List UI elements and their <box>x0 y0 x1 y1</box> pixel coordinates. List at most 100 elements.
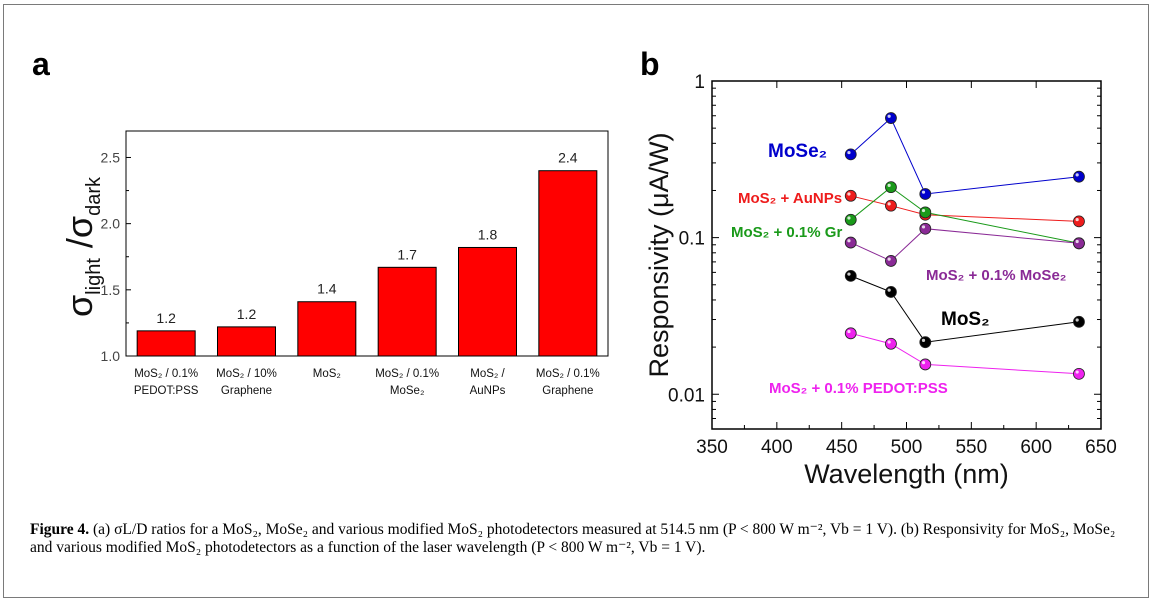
panel-b-xtick-label-5: 600 <box>1020 437 1052 458</box>
panel-b-point-highlight <box>847 192 851 196</box>
panel-b-point-highlight <box>1075 318 1079 322</box>
panel-b-point-1-3 <box>1073 215 1085 228</box>
panel-a-category-label-5: Graphene <box>542 385 593 397</box>
panel-a-bar-value-label-1: 1.2 <box>237 306 257 322</box>
panel-a-plot-frame <box>125 130 609 357</box>
panel-a-category-label-3: MoSe₂ <box>390 385 425 397</box>
panel-a-bar-chart: a 1.0 1.5 2.0 2.5 σlight /σdark 1.2 MoS₂ / 0.1%… <box>32 46 609 397</box>
panel-b-ytick-label-1: 0.1 <box>679 229 705 250</box>
panel-b-point-4-0 <box>844 269 857 282</box>
panel-a-bar-value-label-2: 1.4 <box>317 281 337 297</box>
panel-b-point-highlight <box>921 361 926 365</box>
panel-a-label: a <box>32 46 50 82</box>
panel-b-point-highlight <box>1075 370 1079 374</box>
panel-b-point-highlight <box>1075 239 1079 244</box>
panel-b-series-label-4: MoS₂ <box>941 309 990 330</box>
panel-a-bar-value-label-5: 2.4 <box>558 150 578 166</box>
panel-b-point-4-2 <box>919 336 932 349</box>
panel-b-point-highlight <box>847 329 851 334</box>
panel-b-xtick-label-2: 450 <box>826 437 858 458</box>
panel-a-bar-4 <box>458 246 517 357</box>
panel-b-series-label-0: MoSe₂ <box>768 141 827 162</box>
panel-a-ylabel: σlight /σdark <box>59 176 105 317</box>
panel-b-point-2-2 <box>919 206 932 219</box>
panel-a-category-label-2: MoS₂ <box>313 368 341 380</box>
panel-b-series-line-1 <box>850 195 1080 222</box>
panel-b-point-highlight <box>1075 217 1079 222</box>
panel-b-point-highlight <box>847 216 851 220</box>
panel-a-bar-3 <box>377 266 437 357</box>
panel-b-series-label-3: MoS₂ + 0.1% MoSe₂ <box>926 267 1066 284</box>
panel-b-point-4-1 <box>885 286 897 298</box>
figure-4-svg: a 1.0 1.5 2.0 2.5 σlight /σdark 1.2 MoS₂ / 0.1%… <box>32 46 1117 489</box>
panel-a-ytick-label-3: 2.5 <box>101 149 121 165</box>
figure-frame: a 1.0 1.5 2.0 2.5 σlight /σdark 1.2 MoS₂ / 0.1%… <box>3 4 1149 598</box>
panel-b-plot-frame <box>711 80 1102 430</box>
panel-b-point-highlight <box>887 114 891 118</box>
panel-a-category-label-0: MoS₂ / 0.1% <box>134 368 198 380</box>
panel-b-point-3-3 <box>1073 237 1085 250</box>
panel-b-xtick-label-6: 650 <box>1085 437 1117 458</box>
panel-b-point-2-1 <box>885 181 897 194</box>
panel-a-bar-5 <box>538 170 598 357</box>
panel-b-point-highlight <box>921 338 926 342</box>
panel-b-point-1-0 <box>844 189 857 202</box>
panel-b-point-highlight <box>921 190 926 194</box>
panel-b-point-5-0 <box>844 327 857 340</box>
panel-a-ytick-label-1: 1.5 <box>101 282 121 298</box>
panel-a-category-label-1: MoS₂ / 10% <box>216 368 277 380</box>
panel-b-ytick-label-0: 0.01 <box>668 385 705 406</box>
panel-b-xlabel: Wavelength (nm) <box>804 459 1009 489</box>
panel-a-category-label-1: Graphene <box>221 385 272 397</box>
panel-a-bar-2 <box>297 301 357 357</box>
panel-b-xtick-label-0: 350 <box>696 437 728 458</box>
panel-b-series-line-0 <box>850 117 1080 195</box>
panel-b-point-highlight <box>921 225 926 229</box>
panel-b-series-label-2: MoS₂ + 0.1% Gr <box>731 224 842 241</box>
panel-b-label: b <box>640 46 660 82</box>
panel-b-point-5-3 <box>1073 367 1085 380</box>
panel-b-series-line-5 <box>850 332 1080 375</box>
panel-b-ylabel: Responsivity (μA/W) <box>644 132 674 377</box>
panel-b-point-5-1 <box>885 337 897 350</box>
panel-b-series-label-5: MoS₂ + 0.1% PEDOT:PSS <box>769 380 948 397</box>
panel-b-point-highlight <box>887 288 891 292</box>
panel-b-point-highlight <box>887 202 891 206</box>
panel-b-point-0-2 <box>919 188 932 200</box>
panel-b-point-1-1 <box>885 199 897 212</box>
panel-b-xtick-label-4: 550 <box>955 437 987 458</box>
panel-b-series-line-4 <box>850 275 1080 343</box>
panel-b-point-3-0 <box>844 236 857 249</box>
panel-b-point-5-2 <box>919 358 932 371</box>
panel-b-point-0-0 <box>844 148 857 161</box>
panel-b-point-2-0 <box>844 213 857 226</box>
caption-title: Figure 4. <box>30 521 90 538</box>
panel-b-series-line-3 <box>850 228 1080 262</box>
panel-b-series-label-1: MoS₂ + AuNPs <box>738 190 842 207</box>
caption-text: (a) σL/D ratios for a MoS₂, MoSe₂ and va… <box>30 521 1116 556</box>
panel-b-point-highlight <box>887 340 891 344</box>
panel-b-xtick-label-1: 400 <box>761 437 793 458</box>
panel-a-bar-value-label-3: 1.7 <box>397 246 417 262</box>
panel-b-line-chart: b 350 400 450 500 550 600 650 0.01 0.1 1 Wavelength… <box>640 46 1117 489</box>
panel-a-bar-value-label-0: 1.2 <box>156 310 176 326</box>
panel-b-xtick-label-3: 500 <box>891 437 923 458</box>
panel-a-bar-1 <box>217 326 276 357</box>
panel-a-category-label-4: AuNPs <box>470 385 506 397</box>
panel-b-series-line-2 <box>850 186 1080 244</box>
panel-a-category-label-5: MoS₂ / 0.1% <box>536 368 600 380</box>
panel-b-point-highlight <box>887 257 891 261</box>
panel-b-point-3-2 <box>919 222 932 235</box>
panel-a-category-label-3: MoS₂ / 0.1% <box>375 368 439 380</box>
panel-a-category-label-4: MoS₂ / <box>470 368 505 380</box>
panel-a-bar-value-label-4: 1.8 <box>478 226 498 242</box>
panel-a-ytick-label-2: 2.0 <box>101 216 121 232</box>
panel-b-point-highlight <box>1075 173 1079 177</box>
panel-b-point-highlight <box>847 239 851 243</box>
panel-b-point-0-3 <box>1073 170 1085 183</box>
panel-b-point-highlight <box>847 150 851 155</box>
panel-a-category-label-0: PEDOT:PSS <box>134 385 199 397</box>
panel-b-point-highlight <box>921 208 926 213</box>
panel-b-point-highlight <box>847 272 851 276</box>
panel-b-point-highlight <box>887 183 891 187</box>
